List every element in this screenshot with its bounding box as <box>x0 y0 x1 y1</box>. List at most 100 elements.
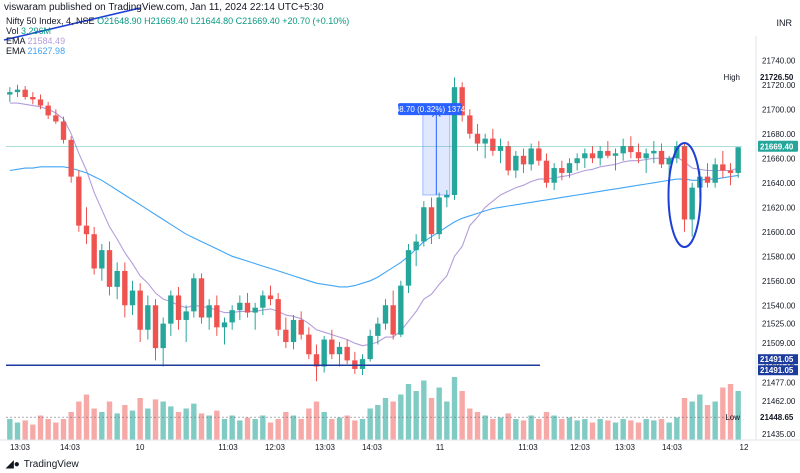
trend-line[interactable] <box>3 7 141 41</box>
support-price-tag: 21491.05 21491.05 <box>758 354 798 376</box>
volume-bar <box>260 415 266 440</box>
candle <box>559 160 565 181</box>
candle <box>451 77 458 200</box>
volume-bar <box>490 419 496 440</box>
volume-bar <box>160 401 166 440</box>
candle <box>421 201 427 247</box>
currency-label: INR <box>776 18 793 28</box>
candle <box>214 295 220 336</box>
volume-bar <box>398 394 404 440</box>
price-tick-label: 21477.00 <box>762 378 796 387</box>
volume-bar <box>566 417 573 440</box>
time-tick-label: 11:03 <box>218 443 238 452</box>
candle <box>720 150 726 178</box>
candle <box>37 94 44 110</box>
volume-bar <box>658 419 665 440</box>
volume-bar <box>551 415 557 440</box>
volume-bar <box>674 417 680 440</box>
volume-bar <box>735 391 741 440</box>
candle <box>727 163 734 186</box>
brand-label: TradingView <box>23 459 79 470</box>
time-tick-label: 14:03 <box>362 443 383 452</box>
volume-bar <box>206 415 212 440</box>
volume-bar <box>267 422 274 440</box>
candle <box>513 150 519 178</box>
candle <box>375 317 381 345</box>
price-axis[interactable]: 21740.00 21720.00 21700.00 21680.00 21660.00… <box>724 36 798 440</box>
candle <box>467 109 473 139</box>
volume-bar <box>497 417 504 440</box>
low-price-tag-label: Low <box>725 413 740 422</box>
candle <box>183 305 189 342</box>
candle <box>60 116 67 144</box>
volume-bar <box>536 419 542 440</box>
candle <box>313 344 320 382</box>
volume-bar <box>298 419 304 440</box>
time-axis[interactable]: 13:03 14:03 10 11:03 12:03 13:03 14:03 11 11:03 1… <box>0 439 800 452</box>
volume-bar <box>605 420 611 440</box>
highlight-ellipse[interactable] <box>667 142 702 248</box>
legend-ema-2: EMA 21627.98 <box>6 46 66 56</box>
candle <box>7 87 13 102</box>
volume-bar <box>582 419 588 440</box>
svg-text:21491.05: 21491.05 <box>760 366 794 375</box>
volume-bar <box>543 412 550 440</box>
candle <box>459 82 465 122</box>
svg-text:21726.50: 21726.50 <box>760 73 794 82</box>
candle <box>191 273 197 318</box>
candle <box>382 299 389 330</box>
candle <box>735 147 741 178</box>
legend-volume: Vol 3.296M <box>6 26 52 36</box>
volume-bar <box>114 413 120 440</box>
candle <box>643 148 649 173</box>
time-tick-label: 11 <box>436 443 445 452</box>
volume-bar <box>99 412 105 440</box>
volume-bar <box>720 387 726 440</box>
volume-bar <box>14 422 21 440</box>
candle <box>490 128 496 156</box>
volume-bar <box>122 405 128 440</box>
volume-bar <box>168 406 174 440</box>
volume-bar <box>175 412 182 440</box>
volume-bar <box>482 415 488 440</box>
volume-bar <box>237 420 243 440</box>
volume-bar <box>290 415 297 440</box>
last-price-tag: 21669.40 <box>758 140 798 152</box>
price-tick-label: 21660.00 <box>762 154 796 163</box>
candle <box>198 273 205 324</box>
time-tick-label: 13:03 <box>10 443 31 452</box>
price-tick-label: 21620.00 <box>762 203 796 212</box>
candle <box>106 241 113 296</box>
time-tick-label: 12:03 <box>265 443 286 452</box>
volume-bar <box>336 417 343 440</box>
price-tick-label: 21600.00 <box>762 228 796 237</box>
volume-bar <box>712 401 718 440</box>
volume-bar <box>390 401 396 440</box>
price-tick-label: 21720.00 <box>762 81 796 90</box>
candle <box>712 158 718 188</box>
volume-bar <box>145 408 151 440</box>
candle <box>206 299 212 330</box>
volume-bar <box>53 422 59 440</box>
candle <box>76 170 82 232</box>
price-tick-label: 21740.00 <box>762 56 796 65</box>
volume-bar <box>244 417 251 440</box>
high-price-tag: 21726.50 High <box>724 70 798 82</box>
price-tick-label: 21509.00 <box>762 339 796 348</box>
volume-bar <box>229 415 235 440</box>
candle <box>528 143 534 171</box>
candle <box>30 92 36 105</box>
candle <box>704 163 711 188</box>
candles <box>7 77 741 382</box>
drawings[interactable]: 68.70 (0.32%) 1374 <box>3 7 742 418</box>
candle <box>589 146 596 164</box>
volume-bar <box>30 424 36 440</box>
candle <box>605 141 611 159</box>
volume-bar <box>628 420 634 440</box>
candle <box>306 327 312 360</box>
volume-bar <box>106 401 113 440</box>
candle <box>14 84 21 97</box>
volume-bar <box>635 422 642 440</box>
legend-symbol: Nifty 50 Index, 4, NSE O21648.90 H21669.… <box>6 16 350 26</box>
